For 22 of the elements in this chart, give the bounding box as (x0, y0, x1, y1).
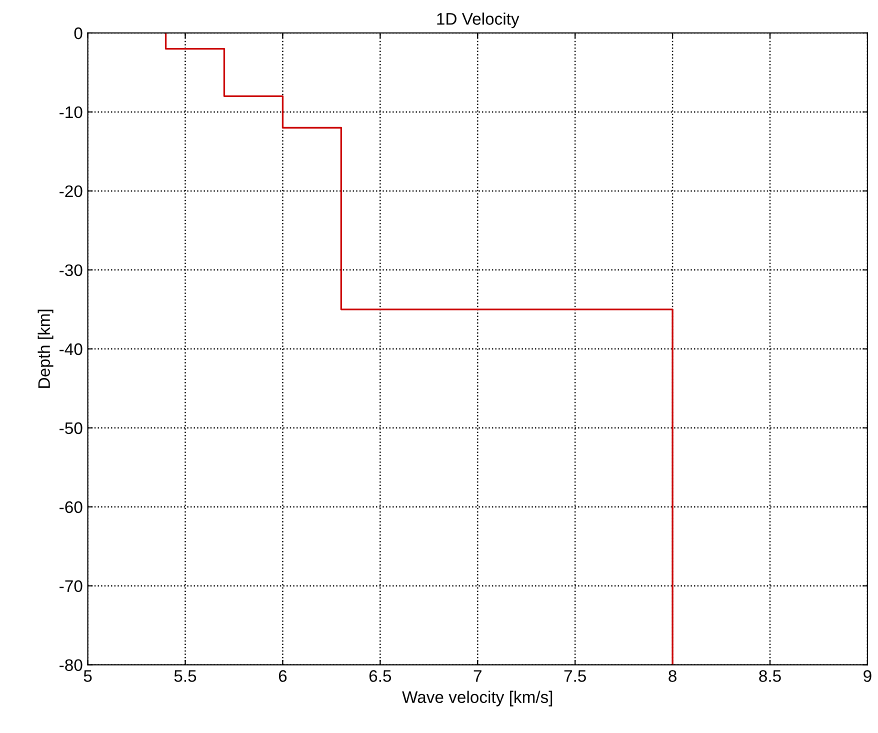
y-tick-label: -40 (60, 343, 82, 356)
y-tick-label: -60 (60, 501, 82, 514)
chart-title: 1D Velocity (437, 12, 520, 28)
x-tick-label: 8 (668, 670, 676, 682)
x-tick-label: 9 (864, 670, 872, 682)
x-tick-label: 6 (278, 670, 287, 682)
y-tick-label: -20 (60, 185, 82, 198)
x-tick-label: 5 (84, 670, 92, 682)
y-axis-title: Depth [km] (38, 310, 54, 388)
y-tick-label: -80 (60, 659, 82, 672)
line-series (164, 32, 674, 665)
y-tick-label: -50 (60, 422, 82, 434)
y-tick-label: 0 (74, 27, 82, 40)
x-tick-label: 5.5 (174, 670, 196, 682)
y-tick-label: -10 (60, 106, 82, 118)
y-tick-label: -70 (60, 580, 82, 592)
x-tick-label: 7 (474, 670, 482, 682)
x-tick-label: 7.5 (564, 670, 586, 682)
x-tick-label: 8.5 (759, 670, 781, 682)
y-tick-label: -30 (60, 264, 82, 276)
x-tick-label: 6.5 (369, 670, 392, 682)
x-axis-title: Wave velocity [km/s] (402, 690, 552, 706)
